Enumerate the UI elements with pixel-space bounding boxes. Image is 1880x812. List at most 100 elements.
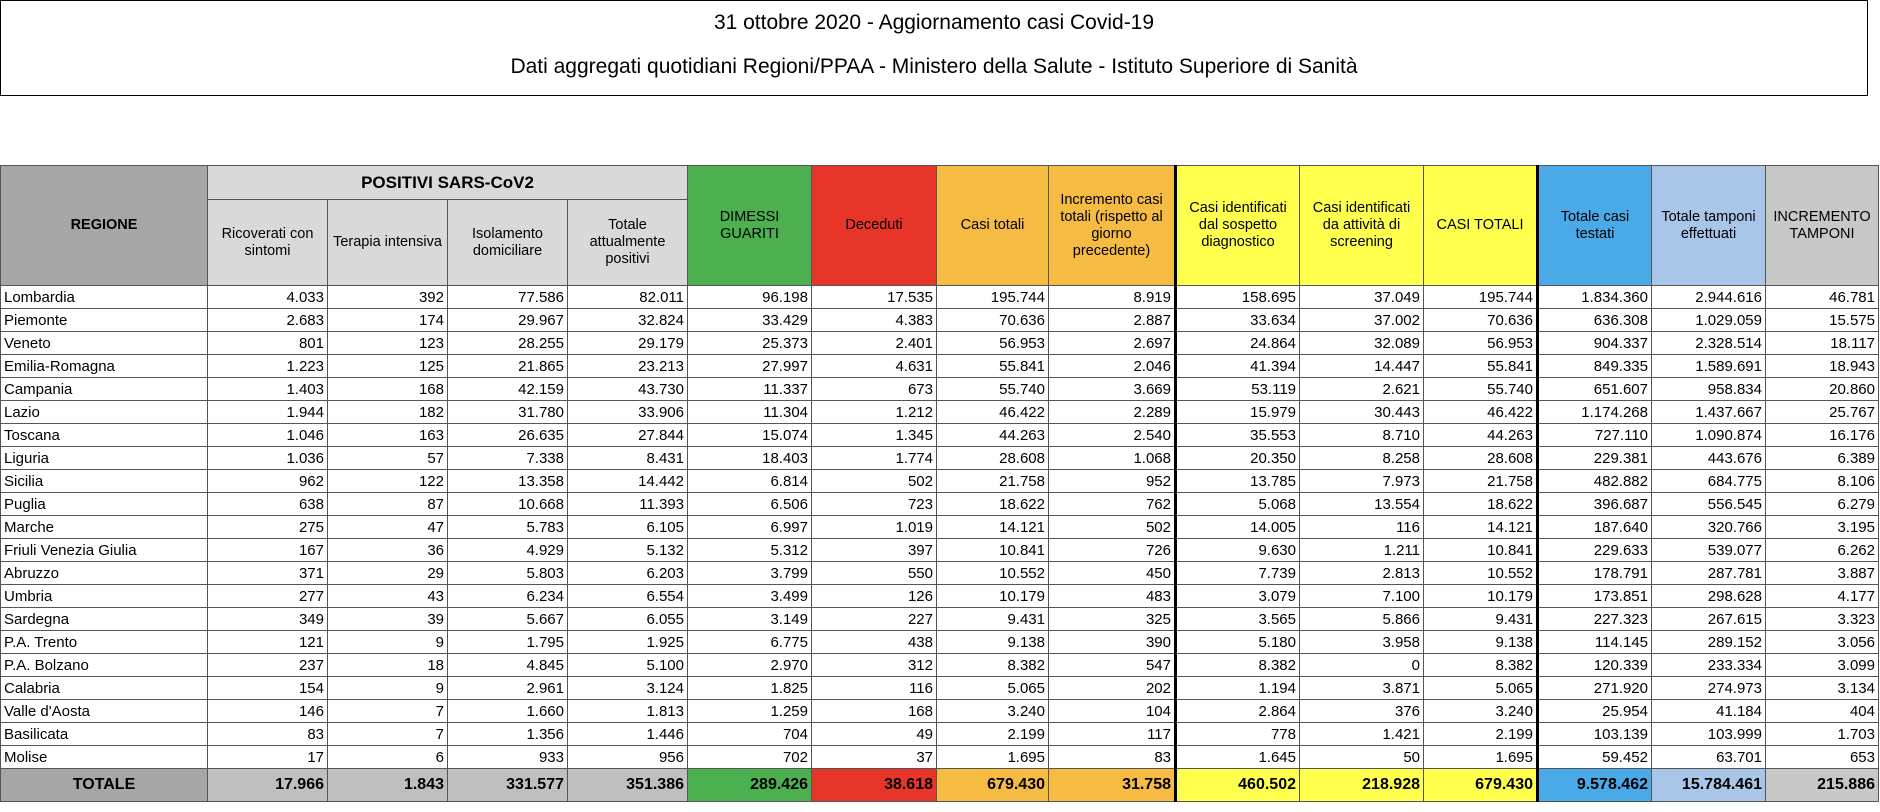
table-row: Liguria 1.036 57 7.338 8.431 18.403 1.774 28.60… bbox=[0, 446, 1879, 470]
value-cell: 3.887 bbox=[1765, 561, 1879, 585]
value-cell: 44.263 bbox=[936, 423, 1049, 447]
value-cell: 229.381 bbox=[1537, 446, 1652, 470]
table-row: Calabria 154 9 2.961 3.124 1.825 116 5.065 202 1.… bbox=[0, 676, 1879, 700]
header-deceduti: Deceduti bbox=[811, 165, 937, 286]
region-cell: Calabria bbox=[0, 676, 208, 700]
value-cell: 29 bbox=[327, 561, 448, 585]
value-cell: 114.145 bbox=[1537, 630, 1652, 654]
value-cell: 1.046 bbox=[207, 423, 328, 447]
value-cell: 5.803 bbox=[447, 561, 568, 585]
value-cell: 390 bbox=[1048, 630, 1176, 654]
value-cell: 5.132 bbox=[567, 538, 688, 562]
value-cell: 35.553 bbox=[1174, 423, 1300, 447]
value-cell: 952 bbox=[1048, 469, 1176, 493]
region-cell: Marche bbox=[0, 515, 208, 539]
value-cell: 1.660 bbox=[447, 699, 568, 723]
region-cell: Liguria bbox=[0, 446, 208, 470]
header-terapia-intensiva: Terapia intensiva bbox=[327, 199, 448, 286]
header-tamponi: Totale tamponi effettuati bbox=[1651, 165, 1766, 286]
value-cell: 41.394 bbox=[1174, 354, 1300, 378]
value-cell: 349 bbox=[207, 607, 328, 631]
value-cell: 167 bbox=[207, 538, 328, 562]
value-cell: 53.119 bbox=[1174, 377, 1300, 401]
value-cell: 25.767 bbox=[1765, 400, 1879, 424]
value-cell: 5.068 bbox=[1174, 492, 1300, 516]
value-cell: 10.552 bbox=[936, 561, 1049, 585]
value-cell: 2.328.514 bbox=[1651, 331, 1766, 355]
value-cell: 87 bbox=[327, 492, 448, 516]
value-cell: 6.389 bbox=[1765, 446, 1879, 470]
value-cell: 3.240 bbox=[1423, 699, 1539, 723]
value-cell: 70.636 bbox=[1423, 308, 1539, 332]
value-cell: 18 bbox=[327, 653, 448, 677]
value-cell: 55.841 bbox=[936, 354, 1049, 378]
value-cell: 21.758 bbox=[1423, 469, 1539, 493]
value-cell: 1.211 bbox=[1299, 538, 1424, 562]
value-cell: 18.943 bbox=[1765, 354, 1879, 378]
value-cell: 320.766 bbox=[1651, 515, 1766, 539]
value-cell: 103.999 bbox=[1651, 722, 1766, 746]
value-cell: 33.634 bbox=[1174, 308, 1300, 332]
value-cell: 18.622 bbox=[1423, 492, 1539, 516]
value-cell: 27.997 bbox=[687, 354, 812, 378]
value-cell: 539.077 bbox=[1651, 538, 1766, 562]
value-cell: 30.443 bbox=[1299, 400, 1424, 424]
value-cell: 158.695 bbox=[1174, 285, 1300, 309]
value-cell: 27.844 bbox=[567, 423, 688, 447]
value-cell: 2.046 bbox=[1048, 354, 1176, 378]
value-cell: 3.669 bbox=[1048, 377, 1176, 401]
value-cell: 762 bbox=[1048, 492, 1176, 516]
value-cell: 37.049 bbox=[1299, 285, 1424, 309]
value-cell: 3.134 bbox=[1765, 676, 1879, 700]
value-cell: 2.289 bbox=[1048, 400, 1176, 424]
value-cell: 11.304 bbox=[687, 400, 812, 424]
value-cell: 7.739 bbox=[1174, 561, 1300, 585]
value-cell: 438 bbox=[811, 630, 937, 654]
value-cell: 3.871 bbox=[1299, 676, 1424, 700]
value-cell: 23.213 bbox=[567, 354, 688, 378]
value-cell: 20.860 bbox=[1765, 377, 1879, 401]
value-cell: 39 bbox=[327, 607, 448, 631]
value-cell: 168 bbox=[327, 377, 448, 401]
region-cell: Campania bbox=[0, 377, 208, 401]
value-cell: 653 bbox=[1765, 745, 1879, 769]
value-cell: 55.841 bbox=[1423, 354, 1539, 378]
value-cell: 651.607 bbox=[1537, 377, 1652, 401]
value-cell: 116 bbox=[1299, 515, 1424, 539]
value-cell: 702 bbox=[687, 745, 812, 769]
header-incremento-casi: Incremento casi totali (rispetto al gior… bbox=[1048, 165, 1176, 286]
value-cell: 331.577 bbox=[447, 768, 568, 802]
value-cell: 41.184 bbox=[1651, 699, 1766, 723]
region-cell: TOTALE bbox=[0, 768, 208, 802]
region-cell: Abruzzo bbox=[0, 561, 208, 585]
value-cell: 29.179 bbox=[567, 331, 688, 355]
value-cell: 2.540 bbox=[1048, 423, 1176, 447]
value-cell: 1.695 bbox=[936, 745, 1049, 769]
value-cell: 6.055 bbox=[567, 607, 688, 631]
value-cell: 8.382 bbox=[1423, 653, 1539, 677]
value-cell: 1.036 bbox=[207, 446, 328, 470]
value-cell: 801 bbox=[207, 331, 328, 355]
table-row: Friuli Venezia Giulia 167 36 4.929 5.132 5.31… bbox=[0, 538, 1879, 562]
region-cell: Friuli Venezia Giulia bbox=[0, 538, 208, 562]
value-cell: 2.864 bbox=[1174, 699, 1300, 723]
value-cell: 5.667 bbox=[447, 607, 568, 631]
value-cell: 202 bbox=[1048, 676, 1176, 700]
value-cell: 26.635 bbox=[447, 423, 568, 447]
value-cell: 9.138 bbox=[936, 630, 1049, 654]
value-cell: 6.279 bbox=[1765, 492, 1879, 516]
value-cell: 3.079 bbox=[1174, 584, 1300, 608]
value-cell: 502 bbox=[1048, 515, 1176, 539]
value-cell: 33.906 bbox=[567, 400, 688, 424]
region-cell: Puglia bbox=[0, 492, 208, 516]
value-cell: 18.622 bbox=[936, 492, 1049, 516]
value-cell: 460.502 bbox=[1174, 768, 1300, 802]
region-cell: Lazio bbox=[0, 400, 208, 424]
value-cell: 289.152 bbox=[1651, 630, 1766, 654]
value-cell: 6 bbox=[327, 745, 448, 769]
table-row: Sicilia 962 122 13.358 14.442 6.814 502 21.758 9… bbox=[0, 469, 1879, 493]
value-cell: 450 bbox=[1048, 561, 1176, 585]
value-cell: 1.068 bbox=[1048, 446, 1176, 470]
value-cell: 4.845 bbox=[447, 653, 568, 677]
region-cell: Umbria bbox=[0, 584, 208, 608]
